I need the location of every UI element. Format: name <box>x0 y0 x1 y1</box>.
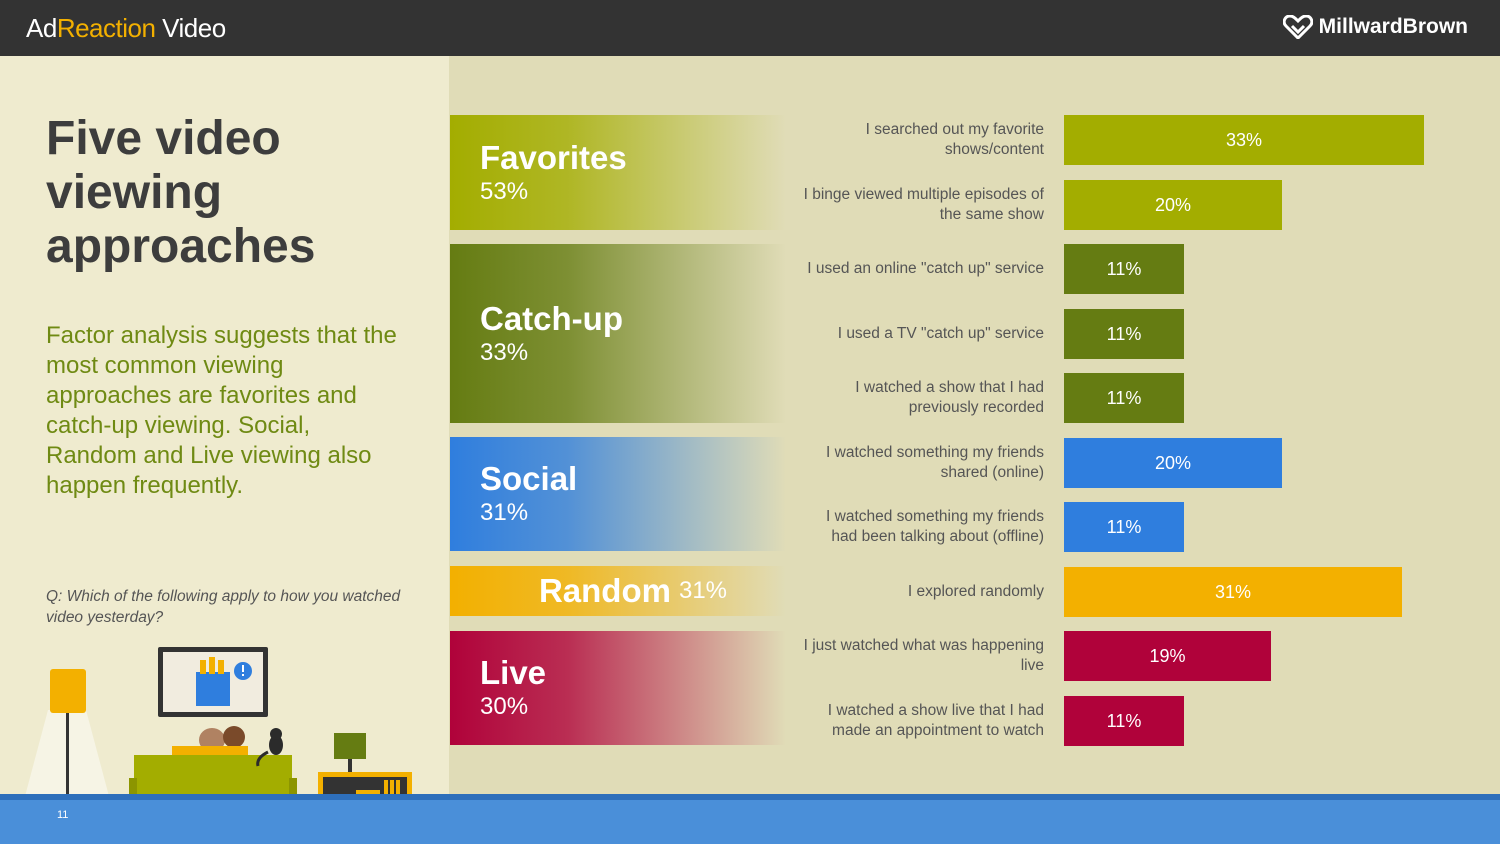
category-percent: 53% <box>480 177 529 205</box>
person-head <box>223 726 245 748</box>
bar-3: 11% <box>1064 244 1184 294</box>
statement-label: I binge viewed multiple episodes of the … <box>803 186 1044 223</box>
cat-icon <box>269 735 283 755</box>
statement-label: I used a TV "catch up" service <box>837 325 1044 342</box>
floor-strip <box>0 794 1500 844</box>
page-title: Five video viewing approaches <box>46 112 316 273</box>
brand-reaction: Reaction <box>56 13 156 43</box>
category-percent: 33% <box>480 338 529 366</box>
category-catch-up: Catch-up 33% <box>450 244 786 423</box>
summary-text: Factor analysis suggests that the most c… <box>46 322 397 499</box>
bar-10: 11% <box>1064 696 1184 746</box>
bar-value-label: 31% <box>1214 581 1252 602</box>
bar-value-label: 11% <box>1106 258 1142 279</box>
bar-6: 20% <box>1064 438 1282 488</box>
statement-label: I explored randomly <box>907 583 1044 600</box>
bar-9: 19% <box>1064 631 1271 681</box>
tv-fries-icon <box>196 672 230 706</box>
category-random: Random 31% <box>450 566 786 616</box>
bar-value-label: 11% <box>1106 323 1142 344</box>
bar-value-label: 33% <box>1225 129 1263 150</box>
statement-label: I watched a show that I had previously r… <box>855 379 1044 416</box>
side-lamp-shade <box>334 733 366 759</box>
category-name: Favorites <box>480 138 627 176</box>
bar-4: 11% <box>1064 309 1184 359</box>
category-name: Live <box>480 654 547 691</box>
bar-value-label: 11% <box>1106 710 1142 731</box>
category-favorites: Favorites 53% <box>450 115 786 230</box>
logo-text: MillwardBrown <box>1318 15 1468 38</box>
statement-label: I watched something my friends shared (o… <box>826 444 1044 481</box>
category-live: Live 30% <box>450 631 786 745</box>
statement-label: I watched a show live that I had made an… <box>827 702 1044 739</box>
lamp-pole <box>66 713 69 813</box>
statement-label: I just watched what was happening live <box>803 637 1044 674</box>
bar-1: 33% <box>1064 115 1424 165</box>
category-percent: 30% <box>480 693 529 720</box>
statement-label: I used an online "catch up" service <box>807 260 1044 277</box>
lamp-shade <box>50 669 86 713</box>
bar-value-label: 11% <box>1106 387 1142 408</box>
survey-question: Q: Which of the following apply to how y… <box>46 588 401 626</box>
adreaction-video-logo: AdReaction Video <box>26 13 226 44</box>
bar-2: 20% <box>1064 180 1282 230</box>
category-percent: 31% <box>480 499 529 526</box>
bar-8: 31% <box>1064 567 1402 617</box>
category-name: Catch-up <box>480 299 623 337</box>
category-social: Social 31% <box>450 437 786 551</box>
bar-5: 11% <box>1064 373 1184 423</box>
bar-7: 11% <box>1064 502 1184 552</box>
sofa-back-people <box>172 746 248 756</box>
category-percent: 31% <box>678 577 728 604</box>
bar-value-label: 11% <box>1106 516 1142 537</box>
bar-value-label: 20% <box>1154 452 1192 473</box>
millwardbrown-logo: MillwardBrown <box>1282 15 1468 39</box>
bar-value-label: 19% <box>1149 645 1186 666</box>
page-number: 11 <box>57 809 69 821</box>
category-name: Social <box>480 460 578 497</box>
category-name: Random <box>538 572 671 609</box>
brand-video: Video <box>155 13 226 43</box>
bar-value-label: 20% <box>1154 194 1192 215</box>
header-bar: AdReaction Video MillwardBrown <box>0 0 1500 56</box>
heart-logo-icon <box>1282 15 1313 39</box>
brand-ad: Ad <box>26 13 57 43</box>
statement-label: I watched something my friends had been … <box>826 508 1044 545</box>
statement-label: I searched out my favorite shows/content <box>865 121 1044 158</box>
